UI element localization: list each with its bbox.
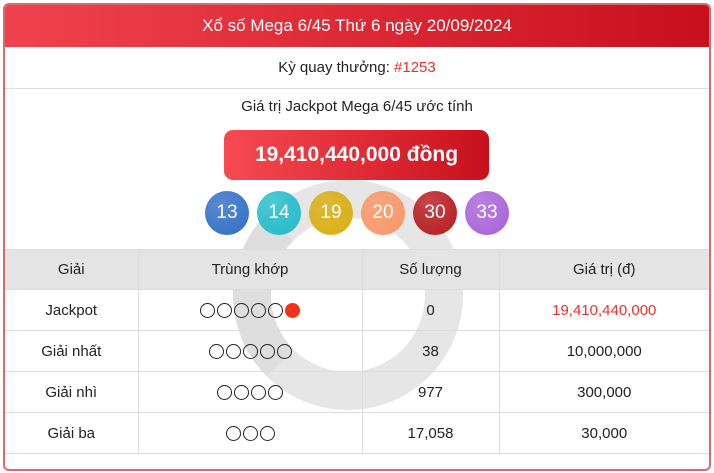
match-circle-icon — [225, 344, 241, 360]
results-card: Xổ số Mega 6/45 Thứ 6 ngày 20/09/2024 Kỳ… — [3, 3, 711, 471]
match-pattern — [137, 330, 363, 372]
col-prize: Giải — [5, 249, 139, 290]
table-row: Giải ba 17,058 30,000 — [5, 412, 709, 454]
prize-value: 300,000 — [498, 371, 709, 413]
winning-numbers: 13 14 19 20 30 33 — [205, 191, 509, 235]
table-row: Giải nhì 977 300,000 — [5, 371, 709, 413]
match-circle-icon — [251, 303, 266, 319]
prize-name: Giải nhì — [5, 371, 139, 413]
number-ball: 14 — [257, 191, 301, 235]
match-circle-icon — [251, 385, 266, 401]
match-circle-icon — [200, 303, 215, 319]
match-circle-icon — [242, 344, 258, 360]
special-ball-icon — [285, 303, 300, 319]
match-pattern — [137, 371, 363, 413]
match-pattern — [137, 412, 363, 454]
winner-count: 17,058 — [361, 412, 500, 454]
jackpot-value: 19,410,440,000 đồng — [224, 130, 489, 180]
prize-value: 19,410,440,000 — [498, 289, 709, 331]
match-circle-icon — [276, 344, 292, 360]
prize-value: 30,000 — [498, 412, 709, 454]
match-circle-icon — [208, 344, 224, 360]
jackpot-label: Giá trị Jackpot Mega 6/45 ước tính — [241, 98, 473, 115]
number-ball: 33 — [465, 191, 509, 235]
match-circle-icon — [217, 303, 232, 319]
prize-table: Giải Trùng khớp Số lượng Giá trị (đ) Jac… — [5, 249, 709, 454]
match-circle-icon — [268, 303, 283, 319]
prize-name: Giải ba — [5, 412, 139, 454]
number-ball: 30 — [413, 191, 457, 235]
draw-info: Kỳ quay thưởng: #1253 — [5, 47, 709, 89]
winner-count: 977 — [361, 371, 500, 413]
number-ball: 20 — [361, 191, 405, 235]
prize-name: Giải nhất — [5, 330, 139, 372]
match-circle-icon — [242, 426, 258, 442]
match-circle-icon — [234, 303, 249, 319]
table-row: Jackpot 0 19,410,440,000 — [5, 289, 709, 331]
col-count: Số lượng — [361, 249, 500, 290]
match-circle-icon — [225, 426, 241, 442]
match-circle-icon — [268, 385, 283, 401]
prize-name: Jackpot — [5, 289, 139, 331]
prize-value: 10,000,000 — [498, 330, 709, 372]
page-title: Xổ số Mega 6/45 Thứ 6 ngày 20/09/2024 — [5, 5, 709, 47]
col-value: Giá trị (đ) — [498, 249, 709, 290]
match-circle-icon — [234, 385, 249, 401]
match-pattern — [137, 289, 363, 331]
match-circle-icon — [259, 344, 275, 360]
winner-count: 0 — [361, 289, 500, 331]
winner-count: 38 — [361, 330, 500, 372]
draw-number[interactable]: #1253 — [394, 59, 436, 76]
match-circle-icon — [259, 426, 275, 442]
col-matches: Trùng khớp — [137, 249, 363, 290]
draw-label: Kỳ quay thưởng: — [278, 59, 395, 76]
table-row: Giải nhất 38 10,000,000 — [5, 330, 709, 372]
number-ball: 13 — [205, 191, 249, 235]
number-ball: 19 — [309, 191, 353, 235]
match-circle-icon — [217, 385, 232, 401]
